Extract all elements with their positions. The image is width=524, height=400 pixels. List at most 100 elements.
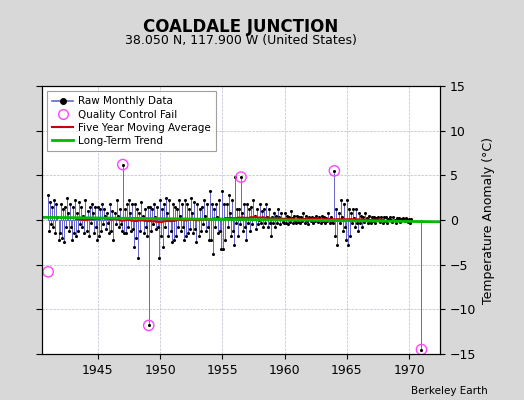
Point bbox=[267, 233, 275, 239]
Point bbox=[113, 212, 122, 219]
Point bbox=[363, 220, 372, 226]
Point bbox=[125, 197, 133, 204]
Point bbox=[141, 224, 150, 230]
Point bbox=[82, 228, 91, 234]
Point bbox=[280, 210, 289, 216]
Point bbox=[218, 188, 226, 195]
Point bbox=[61, 203, 69, 210]
Point bbox=[103, 210, 112, 216]
Point bbox=[134, 254, 143, 261]
Text: 38.050 N, 117.900 W (United States): 38.050 N, 117.900 W (United States) bbox=[125, 34, 357, 47]
Point bbox=[354, 228, 363, 234]
Point bbox=[84, 233, 93, 239]
Point bbox=[327, 214, 335, 220]
Point bbox=[319, 218, 327, 224]
Point bbox=[92, 224, 100, 230]
Point bbox=[182, 233, 190, 239]
Point bbox=[140, 206, 149, 212]
Point bbox=[383, 220, 391, 226]
Point bbox=[394, 217, 402, 223]
Point bbox=[321, 220, 329, 226]
Point bbox=[353, 220, 362, 226]
Point bbox=[392, 215, 401, 222]
Point bbox=[352, 206, 361, 212]
Point bbox=[110, 236, 118, 243]
Point bbox=[143, 233, 151, 239]
Point bbox=[402, 215, 410, 222]
Point bbox=[359, 214, 368, 220]
Point bbox=[209, 251, 217, 257]
Point bbox=[237, 174, 245, 180]
Point bbox=[369, 214, 378, 220]
Point bbox=[389, 214, 398, 220]
Point bbox=[187, 194, 195, 201]
Point bbox=[391, 220, 400, 226]
Point bbox=[186, 226, 194, 232]
Point bbox=[164, 233, 172, 239]
Point bbox=[162, 194, 170, 201]
Point bbox=[198, 203, 206, 210]
Point bbox=[208, 201, 216, 207]
Point bbox=[225, 210, 234, 216]
Point bbox=[344, 242, 352, 248]
Point bbox=[165, 197, 173, 204]
Point bbox=[268, 214, 276, 220]
Point bbox=[399, 215, 407, 222]
Point bbox=[158, 206, 167, 212]
Point bbox=[318, 212, 326, 219]
Text: Berkeley Earth: Berkeley Earth bbox=[411, 386, 487, 396]
Point bbox=[88, 201, 96, 207]
Point bbox=[155, 254, 163, 261]
Point bbox=[176, 212, 184, 219]
Point bbox=[377, 214, 385, 220]
Point bbox=[295, 214, 303, 220]
Point bbox=[324, 210, 332, 216]
Point bbox=[63, 210, 72, 216]
Point bbox=[115, 206, 124, 212]
Point bbox=[44, 192, 52, 198]
Point bbox=[337, 214, 346, 220]
Point bbox=[386, 214, 395, 220]
Point bbox=[257, 220, 265, 226]
Point bbox=[96, 206, 104, 212]
Point bbox=[388, 218, 397, 225]
Point bbox=[242, 236, 250, 243]
Point bbox=[304, 221, 313, 228]
Point bbox=[126, 210, 134, 216]
Point bbox=[46, 199, 54, 205]
Point bbox=[173, 224, 182, 230]
Point bbox=[290, 212, 298, 219]
Point bbox=[249, 197, 258, 204]
Point bbox=[174, 197, 183, 204]
Point bbox=[297, 214, 305, 220]
Point bbox=[71, 197, 79, 204]
Point bbox=[347, 210, 355, 216]
Point bbox=[106, 201, 115, 207]
Point bbox=[330, 168, 339, 174]
Point bbox=[233, 206, 241, 212]
Point bbox=[221, 236, 230, 243]
Point bbox=[230, 242, 238, 248]
Point bbox=[93, 236, 101, 243]
Point bbox=[343, 197, 351, 204]
Point bbox=[148, 206, 156, 212]
Point bbox=[266, 220, 274, 226]
Point bbox=[105, 230, 114, 237]
Point bbox=[232, 220, 240, 226]
Point bbox=[264, 224, 272, 230]
Point bbox=[47, 221, 56, 228]
Point bbox=[170, 203, 179, 210]
Point bbox=[189, 230, 198, 237]
Point bbox=[288, 215, 296, 222]
Point bbox=[241, 224, 249, 230]
Point bbox=[213, 214, 221, 220]
Point bbox=[247, 203, 256, 210]
Point bbox=[366, 220, 375, 226]
Point bbox=[191, 226, 200, 232]
Point bbox=[331, 233, 340, 239]
Point bbox=[203, 201, 211, 207]
Point bbox=[179, 224, 187, 230]
Point bbox=[384, 216, 392, 222]
Point bbox=[160, 201, 169, 207]
Point bbox=[293, 212, 301, 219]
